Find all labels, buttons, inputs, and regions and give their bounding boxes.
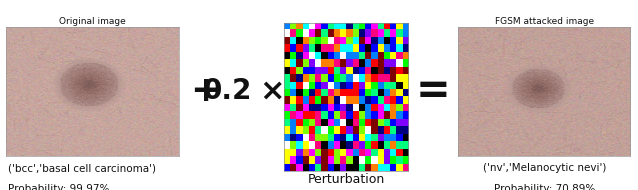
Title: Original image: Original image [59,17,126,26]
Text: ('bcc','basal cell carcinoma'): ('bcc','basal cell carcinoma') [8,163,156,173]
Text: ('nv','Melanocytic nevi'): ('nv','Melanocytic nevi') [482,163,606,173]
Text: Perturbation: Perturbation [308,173,385,186]
Text: 0.2: 0.2 [203,77,253,105]
Text: +: + [190,74,220,108]
Text: Probability: 70.89%: Probability: 70.89% [494,184,595,190]
Text: Probability: 99.97%: Probability: 99.97% [8,184,109,190]
Text: =: = [415,70,450,112]
Title: FGSM attacked image: FGSM attacked image [494,17,594,26]
Text: ×: × [259,77,285,106]
